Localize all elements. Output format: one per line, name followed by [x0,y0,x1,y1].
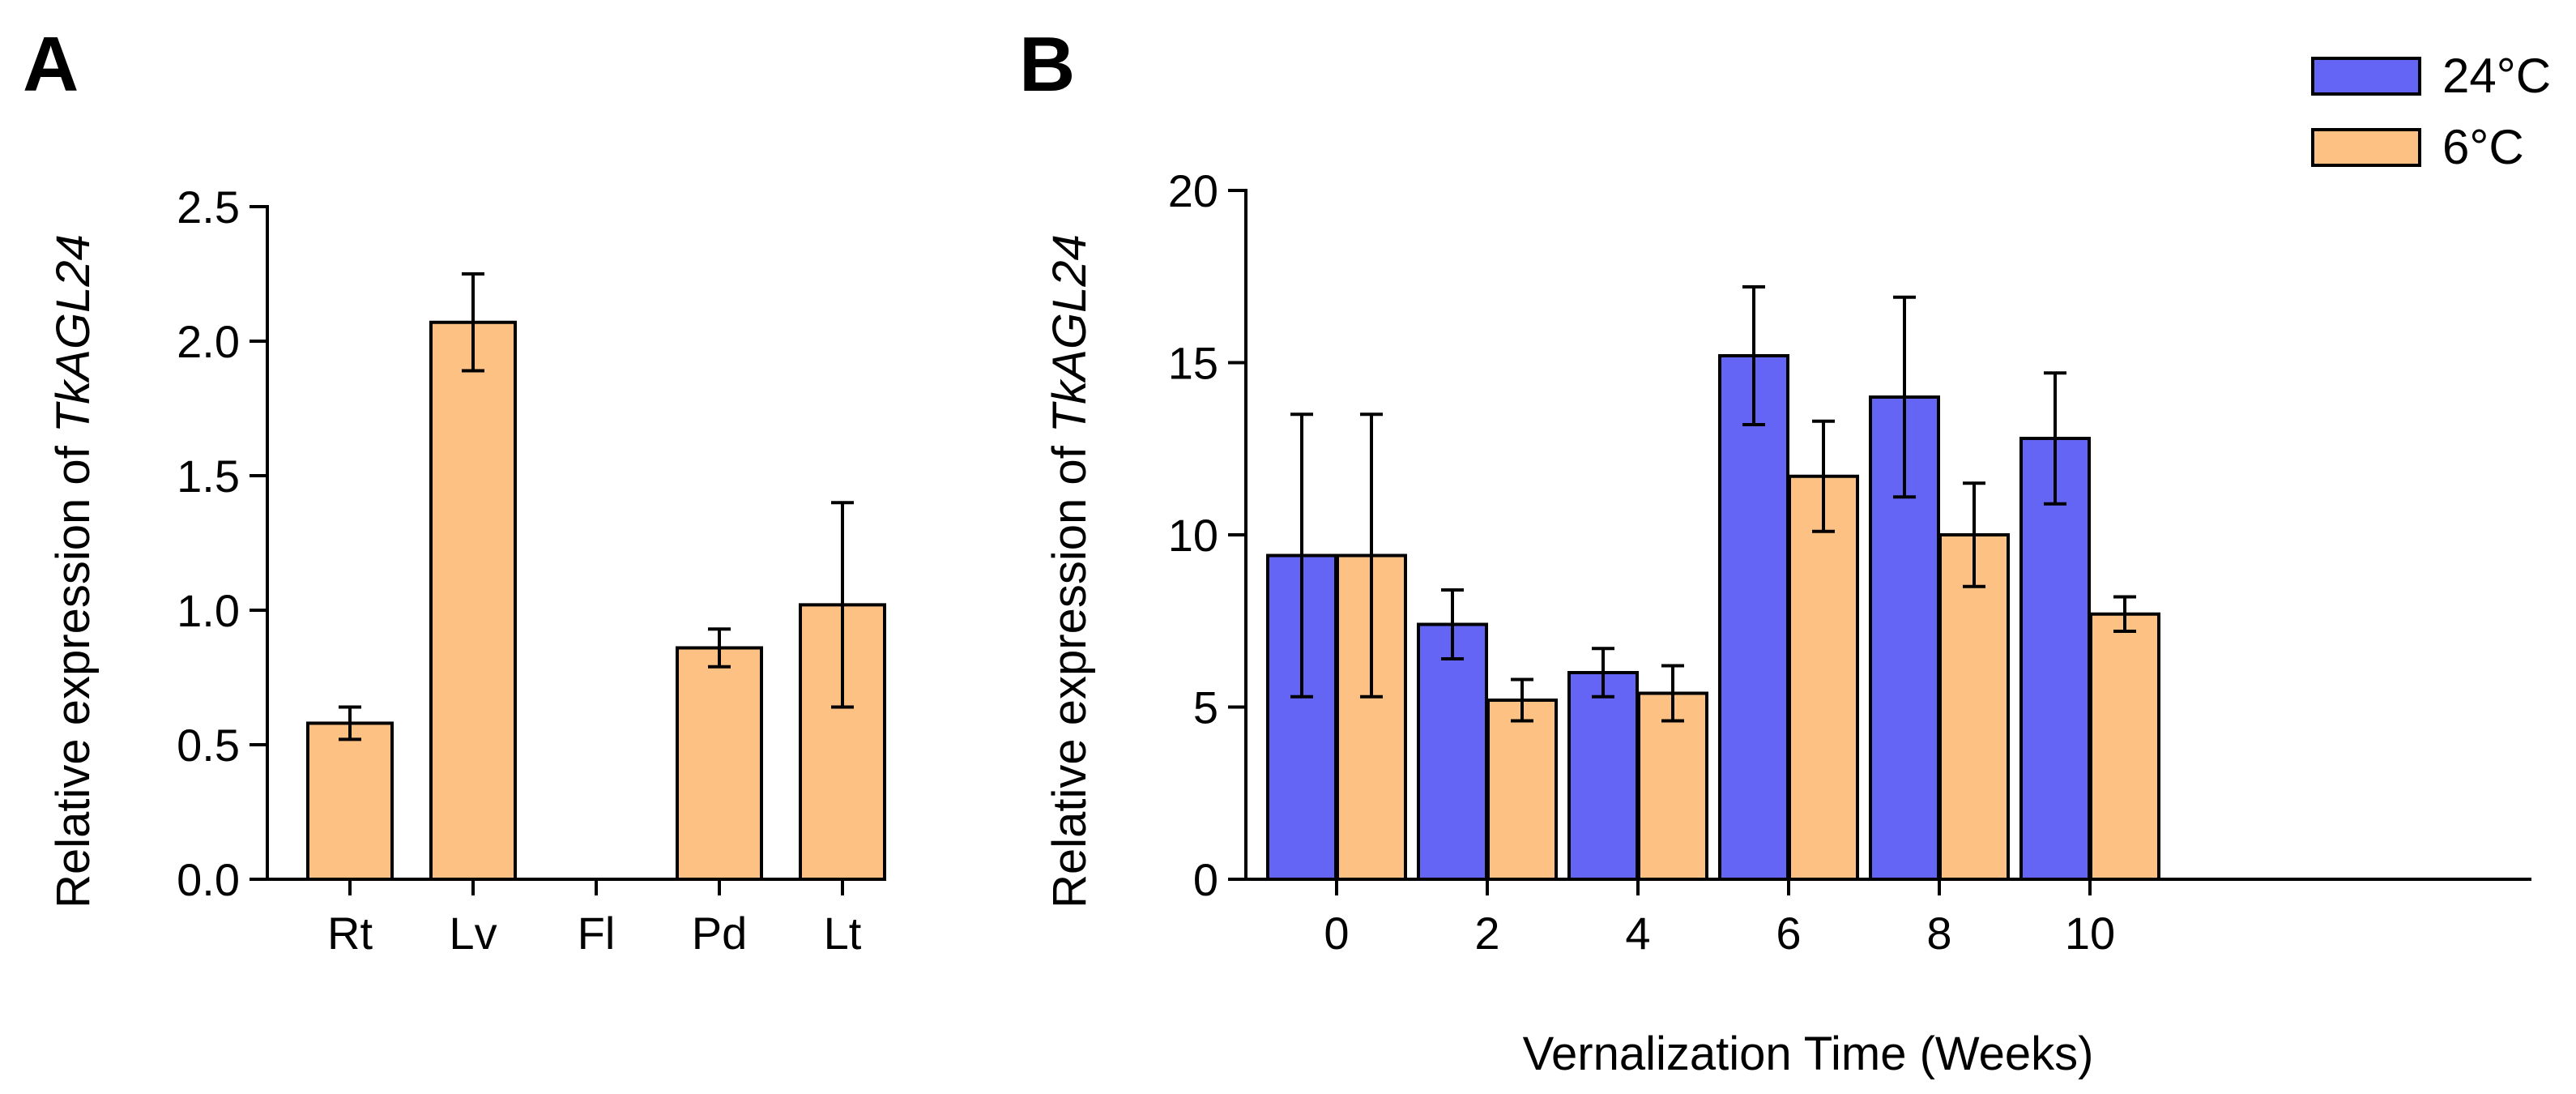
panel-b-y-tick-label: 15 [1168,338,1218,389]
panel-a-y-tick-label: 2.0 [177,316,240,367]
panel-b-legend-label: 6°C [2442,120,2524,174]
panel-b-y-axis-title-prefix: Relative expression of [1043,433,1096,908]
panel-b-bar-series-2 [1788,474,1859,881]
panel-a-x-tick-label: Lt [824,908,862,959]
panel-letter-b: B [1019,21,1075,108]
panel-b-x-tick-label: 10 [2065,908,2115,959]
panel-b-x-tick-label: 4 [1625,908,1650,959]
panel-a-x-tick-label: Fl [578,908,616,959]
panel-a-y-axis-title: Relative expression of TkAGL24 [47,234,100,908]
panel-b-legend-swatch [2311,57,2421,96]
panel-a-y-tick-label: 0.0 [177,854,240,905]
panel-a-y-tick-label: 1.5 [177,451,240,502]
panel-letter-a: A [23,21,79,108]
panel-b-bar-series-1 [1567,671,1639,881]
panel-b-y-tick-label: 5 [1193,682,1218,733]
panel-a-y-tick-label: 1.0 [177,585,240,636]
panel-b-bar-series-2 [1637,691,1708,881]
panel-a-y-axis-title-gene: TkAGL24 [47,234,100,433]
panel-a-y-tick-label: 0.5 [177,720,240,771]
panel-b-bar-series-1 [1417,622,1488,881]
panel-a-bar [306,721,394,881]
panel-b-x-tick-label: 8 [1926,908,1951,959]
panel-a-y-tick-label: 2.5 [177,182,240,233]
panel-b-bar-series-2 [2089,612,2160,881]
panel-b-y-axis-title-gene: TkAGL24 [1043,234,1096,433]
panel-b-bar-series-1 [2019,437,2091,881]
panel-b-x-tick-label: 6 [1776,908,1801,959]
panel-b-y-tick-label: 20 [1168,165,1218,216]
panel-b-legend: 24°C 6°C [2311,49,2551,174]
panel-a-x-tick-label: Pd [692,908,748,959]
panel-a-y-axis-title-prefix: Relative expression of [47,433,100,908]
panel-a-bar [429,320,517,881]
panel-b-x-tick-label: 0 [1324,908,1349,959]
panel-b-legend-swatch [2311,128,2421,167]
panel-b-y-tick-label: 10 [1168,510,1218,561]
panel-b-bar-series-1 [1718,354,1789,881]
panel-b-plot-area: 0 5 10 15 20 0 2 4 6 8 10 [1168,165,2531,959]
panel-a-x-tick-label: Lv [449,908,497,959]
panel-b-y-tick-label: 0 [1193,854,1218,905]
panel-b-x-tick-label: 2 [1474,908,1499,959]
panel-b-x-axis-title: Vernalization Time (Weeks) [1523,1028,2094,1080]
panel-b-bar-series-2 [1938,533,2010,881]
panel-a-plot-area: 0.0 0.5 1.0 1.5 2.0 2.5 Rt Lv Fl Pd Lt [177,182,886,959]
panel-a-bar [676,646,763,881]
panel-b-bar-series-2 [1486,699,1558,881]
panel-b-legend-label: 24°C [2442,49,2551,103]
panel-a-x-tick-label: Rt [327,908,373,959]
panel-b-y-axis-title: Relative expression of TkAGL24 [1043,234,1096,908]
